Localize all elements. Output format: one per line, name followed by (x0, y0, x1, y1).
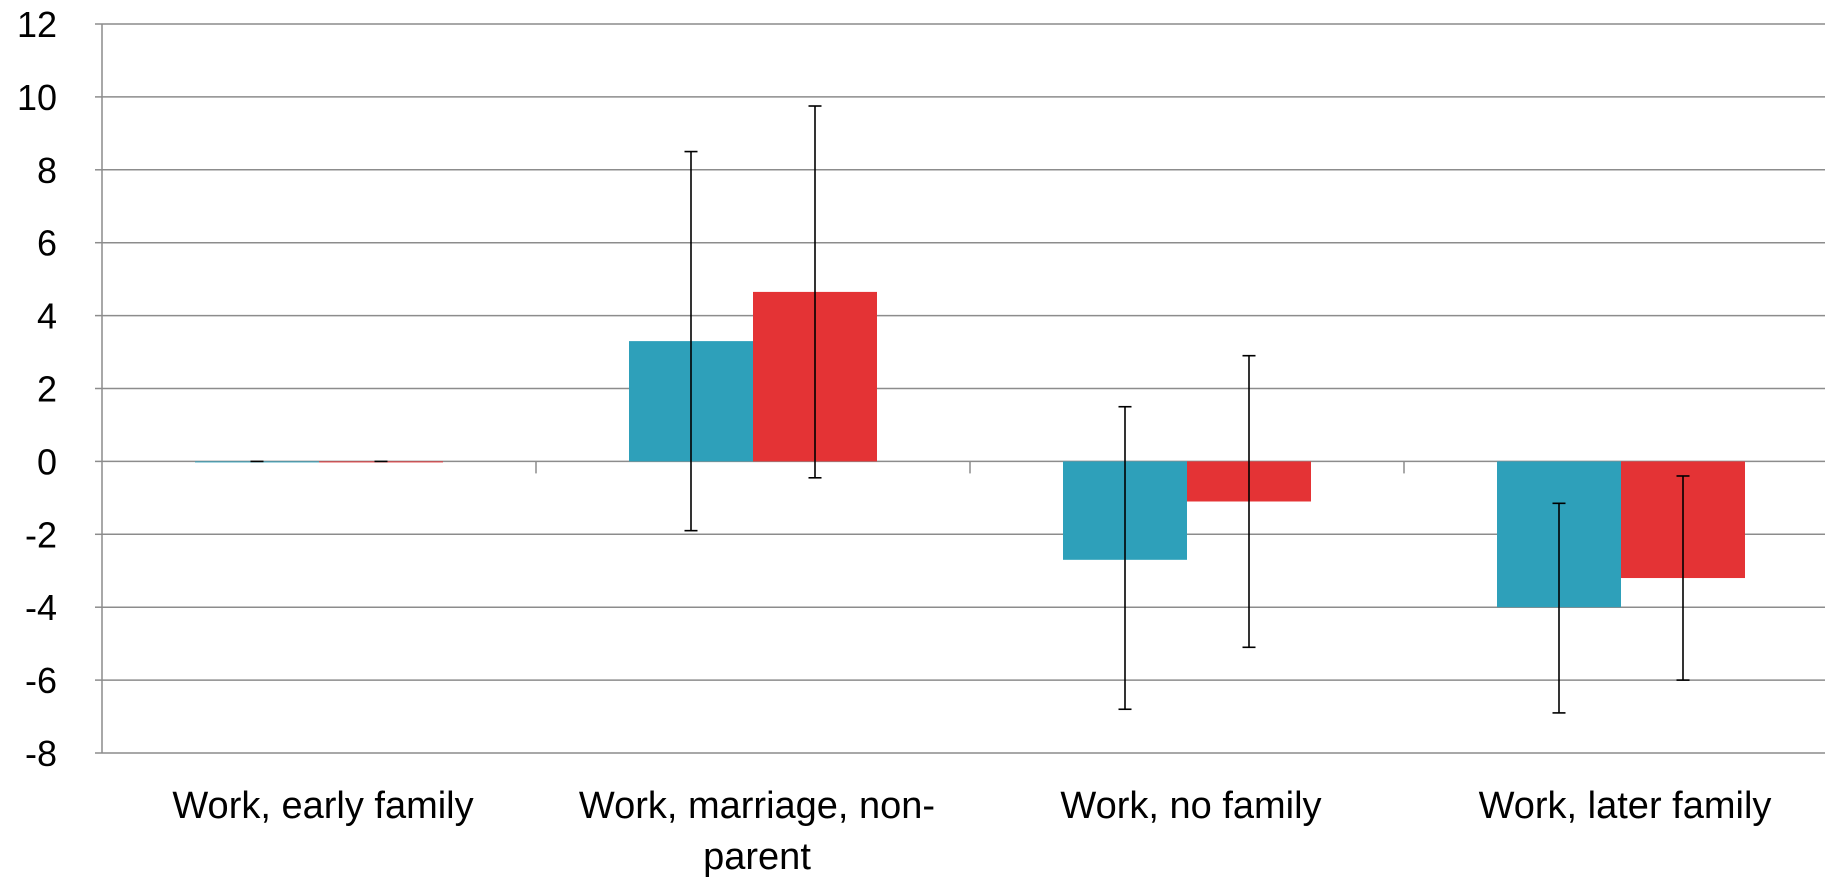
x-category-labels: Work, early family Work, marriage, non-pa… (172, 785, 1771, 878)
y-tick-label: -8 (25, 733, 57, 774)
x-category-label: parent (703, 836, 811, 878)
y-tick-label: 10 (17, 77, 57, 118)
y-tick-label: 4 (37, 296, 57, 337)
error-bars (250, 105, 1690, 714)
x-category-label: Work, marriage, non- (579, 785, 935, 827)
y-tick-label: -4 (25, 587, 57, 628)
y-tick-label: 12 (17, 4, 57, 45)
y-tick-label: 8 (37, 150, 57, 191)
y-tick-label: -2 (25, 514, 57, 555)
y-tick-label: 6 (37, 223, 57, 264)
y-tick-label: 2 (37, 369, 57, 410)
y-tick-labels: 12 10 8 6 4 2 0 -2 -4 -6 -8 (17, 4, 57, 774)
x-category-label: Work, later family (1479, 785, 1772, 827)
bars (195, 291, 1745, 608)
x-category-label: Work, no family (1060, 785, 1321, 827)
y-tick-label: -6 (25, 660, 57, 701)
y-tick-label: 0 (37, 441, 57, 482)
x-category-label: Work, early family (172, 785, 473, 827)
axes (95, 23, 1405, 754)
gridlines (102, 23, 1825, 754)
